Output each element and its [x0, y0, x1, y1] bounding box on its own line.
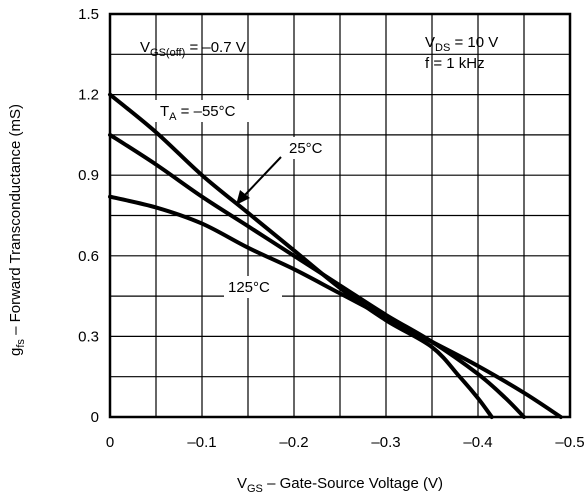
series-label-minus55: TA = –55°C [160, 103, 236, 123]
y-tick-label: 1.2 [78, 87, 99, 104]
y-tick-label: 1.5 [78, 6, 99, 23]
x-axis-label: VGS – Gate-Source Voltage (V) [237, 475, 443, 495]
x-tick-label: –0.5 [555, 434, 584, 451]
series-label-125: 125°C [228, 279, 270, 296]
series-line-25 [108, 132, 526, 419]
x-tick-label: –0.1 [187, 434, 216, 451]
annotation-vds: VDS = 10 V [425, 34, 498, 54]
x-tick-label: –0.3 [371, 434, 400, 451]
y-tick-label: 0.3 [78, 328, 99, 345]
label-bg-minus55 [155, 100, 257, 122]
y-axis-label: gfs – Forward Transconductance (mS) [7, 104, 27, 356]
series-line-125 [108, 194, 563, 419]
x-tick-label: –0.2 [279, 434, 308, 451]
x-tick-label: –0.4 [463, 434, 492, 451]
pointer-arrow-head [236, 190, 250, 205]
x-tick-label: 0 [106, 434, 114, 451]
annotation-frequency: f = 1 kHz [425, 55, 485, 72]
y-tick-label: 0 [91, 409, 99, 426]
series-line-minus55 [108, 92, 494, 419]
annotation-vgs-off: VGS(off) = –0.7 V [140, 39, 246, 59]
curves [108, 92, 563, 419]
y-tick-label: 0.9 [78, 167, 99, 184]
grid [110, 14, 570, 417]
label-bg-25 [285, 137, 337, 159]
y-tick-label: 0.6 [78, 248, 99, 265]
series-label-25: 25°C [289, 140, 323, 157]
plot-frame [108, 12, 572, 419]
pointer-arrow-shaft [243, 156, 282, 197]
label-bg-125 [224, 276, 282, 298]
tick-labels: 0 –0.1 –0.2 –0.3 –0.4 –0.5 0 0.3 0.6 0.9 1.2 1.5 [78, 6, 584, 451]
